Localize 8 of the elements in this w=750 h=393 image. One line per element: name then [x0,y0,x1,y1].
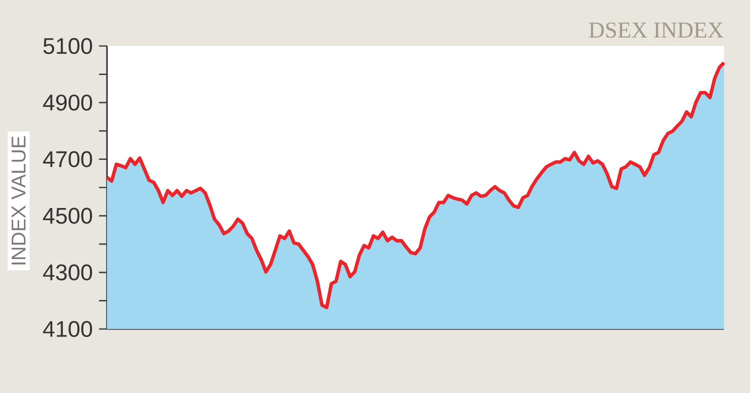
y-tick-label: 4700 [43,151,92,168]
y-tick-label: 4900 [43,94,92,111]
y-tick-label: 4500 [43,208,92,224]
chart-title: DSEX INDEX [589,22,724,38]
y-axis-title: INDEX VALUE [12,136,26,264]
y-tick-label: 5100 [43,38,92,54]
y-tick-label: 4100 [43,320,92,338]
y-tick-label: 4300 [43,264,92,280]
